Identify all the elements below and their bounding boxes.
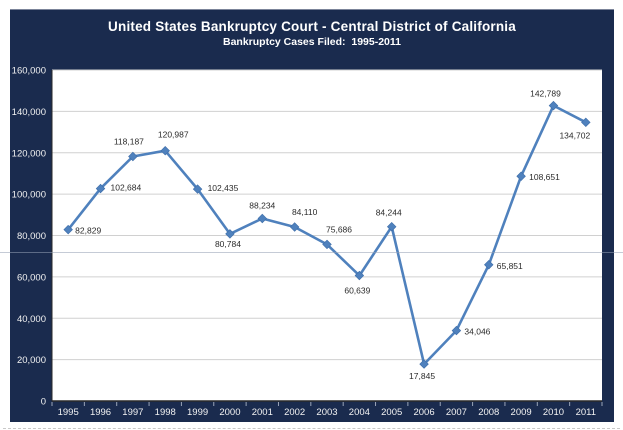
- y-tick-label: 100,000: [12, 190, 46, 201]
- data-point-label: 120,987: [158, 130, 189, 140]
- data-point-label: 134,702: [559, 130, 590, 140]
- x-tick-label: 1996: [90, 407, 111, 418]
- y-tick-label: 80,000: [17, 231, 46, 242]
- data-point-marker: [581, 117, 591, 128]
- data-point-label: 88,234: [249, 200, 275, 210]
- x-tick-label: 1999: [187, 407, 208, 418]
- data-point-marker: [322, 239, 332, 250]
- y-tick-label: 160,000: [12, 66, 46, 77]
- data-point-marker: [289, 222, 300, 232]
- data-point-marker: [63, 224, 73, 235]
- x-tick-label: 1995: [58, 407, 79, 418]
- y-tick-label: 40,000: [17, 314, 46, 325]
- data-point-label: 102,435: [208, 183, 239, 193]
- data-point-marker: [257, 213, 268, 224]
- x-tick-label: 2008: [478, 407, 499, 418]
- x-tick-label: 2001: [252, 407, 273, 418]
- y-tick-label: 60,000: [17, 272, 46, 283]
- x-tick-label: 2003: [316, 407, 337, 418]
- x-tick-label: 2005: [381, 407, 402, 418]
- y-tick-label: 120,000: [12, 148, 46, 159]
- data-point-label: 84,110: [292, 207, 318, 217]
- x-tick-label: 2010: [543, 407, 564, 418]
- data-point-label: 84,244: [376, 208, 402, 218]
- data-point-label: 60,639: [344, 286, 370, 296]
- x-tick-label: 1997: [122, 407, 143, 418]
- data-point-marker: [225, 229, 235, 239]
- data-point-marker: [160, 145, 170, 156]
- x-tick-label: 2011: [576, 407, 596, 418]
- data-point-marker: [419, 359, 429, 369]
- data-point-label: 80,784: [215, 239, 241, 249]
- data-point-marker: [128, 151, 138, 162]
- chart-subtitle: Bankruptcy Cases Filed: 1995-2011: [222, 36, 401, 48]
- x-tick-label: 2007: [446, 407, 467, 418]
- data-point-label: 75,686: [326, 224, 352, 234]
- y-tick-label: 140,000: [12, 107, 46, 118]
- y-tick-label: 0: [41, 397, 46, 408]
- data-point-label: 65,851: [497, 261, 523, 271]
- data-point-label: 34,046: [464, 327, 490, 337]
- data-point-marker: [354, 270, 365, 281]
- x-tick-label: 2009: [511, 407, 532, 418]
- x-tick-label: 1998: [155, 407, 176, 418]
- data-point-marker: [516, 171, 526, 181]
- y-tick-label: 20,000: [17, 355, 46, 366]
- data-point-marker: [548, 100, 559, 111]
- x-tick-label: 2006: [413, 407, 434, 418]
- panel-seam-line: [0, 252, 623, 253]
- data-point-marker: [451, 325, 462, 336]
- chart-title: United States Bankruptcy Court - Central…: [108, 19, 516, 34]
- data-point-label: 118,187: [114, 137, 144, 147]
- page-bottom-edge: [3, 428, 620, 429]
- x-tick-label: 2000: [219, 407, 240, 418]
- data-point-label: 142,789: [530, 89, 561, 99]
- data-point-marker: [95, 183, 106, 194]
- data-point-marker: [192, 184, 203, 194]
- x-tick-label: 2004: [349, 407, 370, 418]
- data-point-label: 108,651: [529, 172, 560, 182]
- data-point-marker: [386, 221, 397, 232]
- data-point-label: 102,684: [111, 183, 142, 193]
- data-point-marker: [484, 260, 494, 270]
- data-point-label: 82,829: [75, 226, 101, 236]
- data-point-label: 17,845: [409, 371, 435, 381]
- x-tick-label: 2002: [284, 407, 305, 418]
